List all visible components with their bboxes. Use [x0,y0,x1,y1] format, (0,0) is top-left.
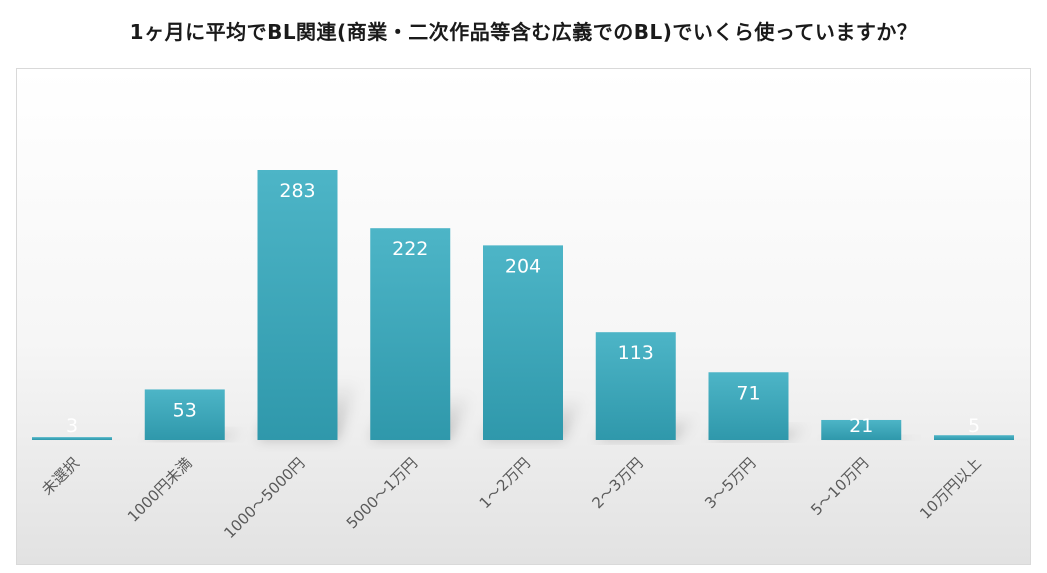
category-tick-label: 2～3万円 [589,454,647,512]
category-tick-label: 1～2万円 [476,454,534,512]
category-tick-label: 10万円以上 [916,454,985,523]
bar-1 [144,389,225,440]
category-tick-label: 3～5万円 [701,454,759,512]
bar-0 [32,437,112,440]
bar-value-label: 71 [736,382,760,404]
bar-6 [708,372,789,440]
bar-value-label: 222 [392,238,428,260]
bar-value-label: 3 [66,415,78,437]
category-tick-label: 未選択 [38,454,83,499]
chart-title: 1ヶ月に平均でBL関連(商業・二次作品等含む広義でのBL)でいくら使っていますか… [129,19,918,44]
category-tick-label: 5～10万円 [807,454,872,519]
category-tick-label: 1000円未満 [124,454,196,526]
bar-5 [595,332,676,440]
bar-8 [934,435,1014,440]
bar-value-label: 204 [505,255,541,277]
bar-value-label: 113 [618,342,654,364]
bar-value-label: 5 [968,415,980,437]
bar-3 [370,228,451,440]
bar-7 [821,419,902,440]
bar-2 [257,170,338,440]
category-tick-label: 5000～1万円 [343,454,421,532]
bar-value-label: 283 [279,180,315,202]
bar-4 [483,245,563,440]
category-tick-label: 1000～5000円 [220,454,308,542]
bar-value-label: 21 [849,415,873,437]
bar-value-label: 53 [173,399,197,421]
